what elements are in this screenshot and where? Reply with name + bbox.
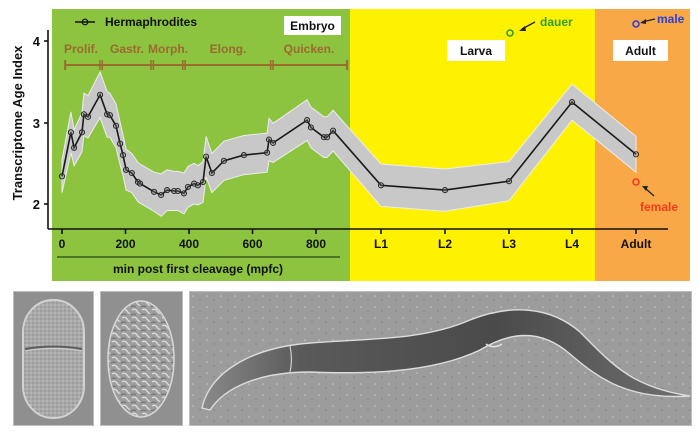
- y-tick-4: 4: [33, 34, 41, 49]
- male-label: male: [657, 12, 685, 26]
- x-tick-400: 400: [179, 237, 199, 251]
- late-embryo-image: [100, 291, 183, 426]
- dauer-point: dauer: [506, 15, 573, 37]
- male-point: male: [632, 12, 685, 28]
- data-point: [265, 136, 273, 143]
- data-point: [164, 187, 171, 194]
- data-point: [117, 140, 124, 147]
- data-point: [128, 169, 135, 177]
- data-point: [240, 152, 247, 159]
- phase-label-prolif: Prolif.: [64, 42, 98, 56]
- data-point: [194, 182, 201, 189]
- transcriptome-age-chart: 4 3 2 Transcriptome Age Index 0 200 400 600…: [10, 9, 690, 281]
- female-label: female: [640, 200, 678, 214]
- female-point: female: [632, 178, 678, 214]
- embryo-phase-bar: Prolif. Gastr. Morph. Elong. Quicken.: [64, 42, 349, 70]
- data-point: [304, 117, 311, 124]
- svg-text:Embryo: Embryo: [290, 19, 335, 33]
- data-point: [307, 124, 314, 131]
- data-point: [112, 122, 120, 129]
- data-point: [330, 127, 337, 134]
- stage-label-adult: Adult: [613, 40, 668, 61]
- x-tick-l2: L2: [438, 237, 452, 251]
- y-tick-2: 2: [33, 197, 40, 212]
- y-tick-3: 3: [33, 116, 40, 131]
- data-point: [137, 180, 144, 187]
- svg-text:Larva: Larva: [460, 44, 492, 58]
- phase-label-quicken: Quicken.: [284, 42, 335, 56]
- data-point: [505, 178, 513, 185]
- data-point: [324, 134, 331, 141]
- phase-label-gastr: Gastr.: [110, 42, 144, 56]
- data-point: [264, 149, 271, 156]
- phase-label-morph: Morph.: [148, 42, 188, 56]
- data-markers: [58, 91, 640, 199]
- x-tick-200: 200: [115, 237, 135, 251]
- y-axis-label: Transcriptome Age Index: [10, 45, 25, 201]
- data-point: [180, 190, 187, 197]
- x-tick-0: 0: [59, 237, 66, 251]
- two-cell-embryo-image: [13, 291, 94, 426]
- data-point: [84, 113, 92, 120]
- stage-label-embryo: Embryo: [284, 16, 341, 35]
- x-tick-l3: L3: [502, 237, 516, 251]
- data-point: [106, 112, 113, 119]
- x-axis: 0 200 400 600 800 L1 L2 L3 L4 Adult min post fir…: [48, 228, 668, 276]
- data-point: [270, 139, 277, 146]
- data-point: [174, 187, 181, 195]
- x-tick-adult: Adult: [621, 237, 652, 251]
- legend-hermaphrodites: Hermaphrodites: [105, 15, 197, 29]
- data-point: [220, 157, 227, 164]
- data-point: [568, 99, 576, 106]
- legend: Hermaphrodites: [75, 15, 197, 29]
- phase-label-elong: Elong.: [210, 42, 247, 56]
- svg-text:Adult: Adult: [625, 44, 656, 58]
- x-tick-l1: L1: [374, 237, 388, 251]
- data-point: [151, 188, 158, 195]
- x-tick-800: 800: [306, 237, 326, 251]
- y-axis: 4 3 2 Transcriptome Age Index: [10, 30, 49, 229]
- x-tick-l4: L4: [565, 237, 579, 251]
- stage-label-larva: Larva: [447, 40, 505, 61]
- confidence-band: [61, 70, 637, 217]
- data-point: [71, 144, 78, 151]
- data-point: [203, 153, 210, 160]
- data-point: [123, 166, 130, 173]
- data-point: [58, 173, 66, 180]
- data-point: [119, 152, 127, 159]
- dauer-label: dauer: [540, 15, 573, 29]
- adult-worm-image: [189, 291, 692, 426]
- x-tick-600: 600: [242, 237, 262, 251]
- data-point: [377, 182, 385, 189]
- data-point: [208, 169, 215, 177]
- data-point: [184, 183, 192, 190]
- x-axis-label: min post first cleavage (mpfc): [113, 262, 283, 276]
- data-point: [78, 129, 86, 136]
- data-point: [158, 191, 165, 199]
- data-point: [67, 129, 74, 136]
- data-point: [199, 178, 207, 186]
- data-point: [441, 187, 449, 194]
- data-point: [632, 151, 640, 158]
- data-point: [97, 91, 104, 98]
